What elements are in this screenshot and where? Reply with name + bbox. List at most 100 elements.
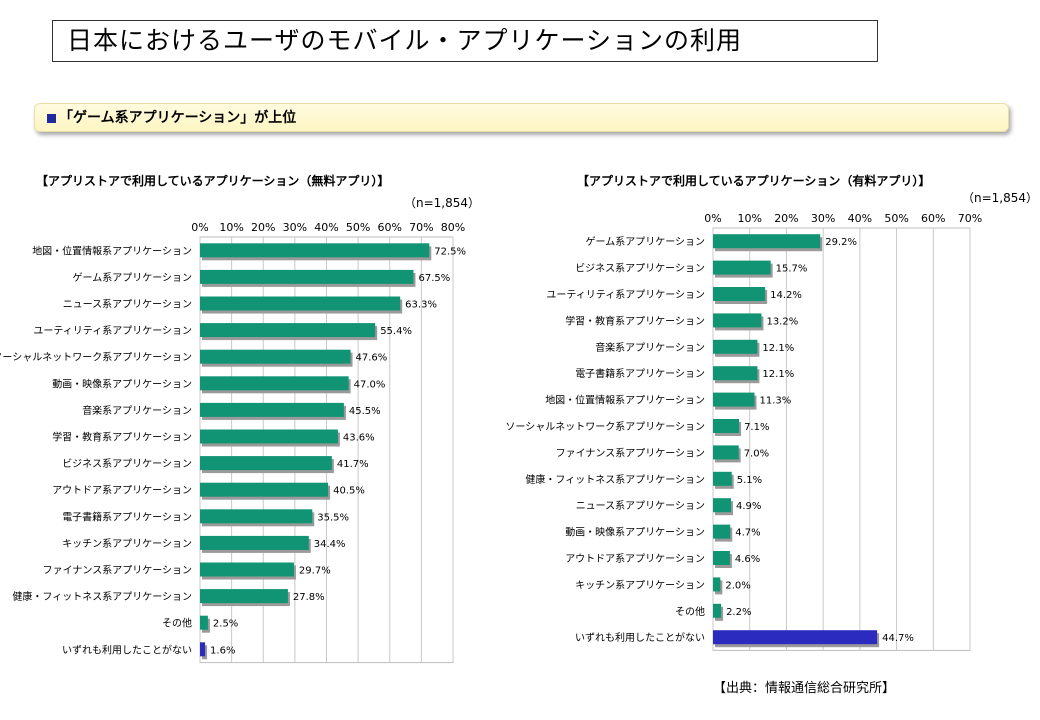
paid-value-label: 4.6% bbox=[735, 554, 760, 565]
free-category-label: 電子書籍系アプリケーション bbox=[62, 510, 192, 523]
paid-value-label: 4.9% bbox=[736, 501, 761, 512]
paid-tick-label: 40% bbox=[848, 212, 872, 225]
free-tick-label: 50% bbox=[346, 221, 370, 234]
free-category-label: ビジネス系アプリケーション bbox=[62, 458, 192, 470]
free-bar bbox=[200, 402, 344, 417]
paid-value-label: 12.1% bbox=[762, 343, 794, 354]
paid-category-label: いずれも利用したことがない bbox=[575, 631, 705, 644]
free-bar bbox=[200, 243, 430, 258]
free-tick-label: 30% bbox=[283, 221, 307, 234]
free-category-label: 動画・映像系アプリケーション bbox=[52, 377, 192, 390]
free-tick-label: 20% bbox=[251, 221, 275, 234]
paid-bar bbox=[713, 551, 730, 565]
paid-bar bbox=[713, 603, 722, 618]
paid-value-label: 29.2% bbox=[825, 237, 857, 248]
free-apps-chart-title: 【アプリストアで利用しているアプリケーション（無料アプリ）】 bbox=[36, 174, 390, 188]
free-category-label: 健康・フィットネス系アプリケーション bbox=[12, 590, 192, 603]
paid-bar bbox=[713, 313, 762, 328]
free-bar bbox=[200, 349, 351, 364]
free-bar bbox=[200, 535, 309, 550]
free-value-label: 29.7% bbox=[299, 566, 331, 577]
paid-category-label: キッチン系アプリケーション bbox=[575, 579, 705, 591]
free-category-label: 音楽系アプリケーション bbox=[82, 404, 192, 417]
paid-bar bbox=[713, 234, 821, 249]
free-tick-label: 0% bbox=[191, 221, 208, 234]
free-bar bbox=[200, 482, 329, 497]
free-value-label: 40.5% bbox=[333, 486, 365, 497]
free-category-label: ニュース系アプリケーション bbox=[63, 299, 192, 311]
free-bar bbox=[200, 509, 313, 524]
paid-category-label: ユーティリティ系アプリケーション bbox=[546, 289, 705, 301]
free-value-label: 41.7% bbox=[337, 459, 369, 470]
free-apps-bar-chart: 0% 10% 20% 30% 40% 50% 60% 70% 80% 地図・位置情報系アプリケーシ… bbox=[0, 221, 466, 664]
paid-tick-label: 50% bbox=[884, 212, 908, 225]
free-category-label: アウトドア系アプリケーション bbox=[52, 485, 192, 497]
free-value-label: 43.6% bbox=[343, 433, 375, 444]
free-bar bbox=[200, 376, 349, 391]
paid-value-label: 7.1% bbox=[744, 422, 769, 433]
paid-value-label: 15.7% bbox=[776, 264, 808, 275]
free-bar bbox=[200, 456, 332, 471]
paid-value-label: 2.2% bbox=[726, 607, 751, 618]
free-category-label: キッチン系アプリケーション bbox=[62, 538, 192, 550]
free-value-label: 35.5% bbox=[317, 512, 349, 523]
subtitle-banner: 「ゲーム系アプリケーション」が上位 bbox=[34, 103, 1009, 132]
free-value-label: 63.3% bbox=[405, 300, 437, 311]
paid-value-label: 12.1% bbox=[762, 369, 794, 380]
free-bar bbox=[200, 429, 338, 444]
free-bar bbox=[200, 562, 294, 577]
free-value-label: 1.6% bbox=[210, 645, 235, 656]
free-tick-label: 80% bbox=[441, 221, 465, 234]
free-category-label: ファイナンス系アプリケーション bbox=[43, 565, 192, 577]
paid-bar bbox=[713, 630, 878, 645]
free-bar bbox=[200, 269, 414, 284]
free-bar bbox=[200, 323, 376, 338]
paid-category-label: アウトドア系アプリケーション bbox=[565, 553, 705, 565]
paid-category-label: ニュース系アプリケーション bbox=[576, 500, 705, 512]
free-value-label: 47.0% bbox=[354, 379, 386, 390]
free-category-label: いずれも利用したことがない bbox=[62, 643, 192, 656]
free-category-label: 地図・位置情報系アプリケーション bbox=[32, 244, 192, 257]
free-bar bbox=[200, 296, 401, 311]
paid-value-label: 11.3% bbox=[759, 396, 791, 407]
paid-apps-chart-title: 【アプリストアで利用しているアプリケーション（有料アプリ）】 bbox=[577, 174, 931, 188]
paid-tick-label: 20% bbox=[774, 212, 798, 225]
free-value-label: 72.5% bbox=[434, 246, 466, 257]
free-category-label: 学習・教育系アプリケーション bbox=[52, 431, 192, 444]
paid-bar bbox=[713, 339, 758, 354]
free-bar bbox=[200, 615, 208, 630]
free-value-label: 27.8% bbox=[293, 592, 325, 603]
free-tick-label: 60% bbox=[378, 221, 402, 234]
free-value-label: 67.5% bbox=[418, 273, 450, 284]
free-bar bbox=[200, 642, 206, 657]
paid-value-label: 14.2% bbox=[770, 290, 802, 301]
paid-category-label: ゲーム系アプリケーション bbox=[586, 236, 706, 248]
paid-tick-label: 10% bbox=[737, 212, 761, 225]
paid-bar bbox=[713, 419, 740, 433]
free-category-label: ゲーム系アプリケーション bbox=[73, 272, 193, 284]
free-category-label: ユーティリティ系アプリケーション bbox=[33, 325, 192, 337]
paid-category-label: ソーシャルネットワーク系アプリケーション bbox=[505, 421, 705, 433]
paid-category-label: 学習・教育系アプリケーション bbox=[565, 314, 705, 327]
square-bullet-icon bbox=[47, 114, 56, 123]
paid-value-label: 2.0% bbox=[725, 580, 750, 591]
free-bar bbox=[200, 589, 288, 604]
paid-category-label: その他 bbox=[675, 605, 705, 618]
paid-bar bbox=[713, 498, 731, 513]
paid-value-label: 44.7% bbox=[882, 633, 914, 644]
paid-category-label: 地図・位置情報系アプリケーション bbox=[545, 394, 705, 407]
paid-apps-sample-size: （n=1,854） bbox=[962, 191, 1039, 205]
free-value-label: 45.5% bbox=[349, 406, 381, 417]
free-category-label: その他 bbox=[162, 617, 192, 630]
free-value-label: 2.5% bbox=[213, 619, 238, 630]
free-tick-label: 10% bbox=[219, 221, 243, 234]
free-apps-sample-size: （n=1,854） bbox=[404, 196, 481, 210]
free-tick-label: 40% bbox=[314, 221, 338, 234]
paid-value-label: 4.7% bbox=[735, 528, 760, 539]
paid-category-label: ファイナンス系アプリケーション bbox=[556, 447, 705, 459]
free-value-label: 34.4% bbox=[314, 539, 346, 550]
paid-value-label: 5.1% bbox=[737, 475, 762, 486]
paid-category-label: 音楽系アプリケーション bbox=[595, 341, 705, 354]
free-tick-label: 70% bbox=[409, 221, 433, 234]
free-value-label: 47.6% bbox=[356, 353, 388, 364]
